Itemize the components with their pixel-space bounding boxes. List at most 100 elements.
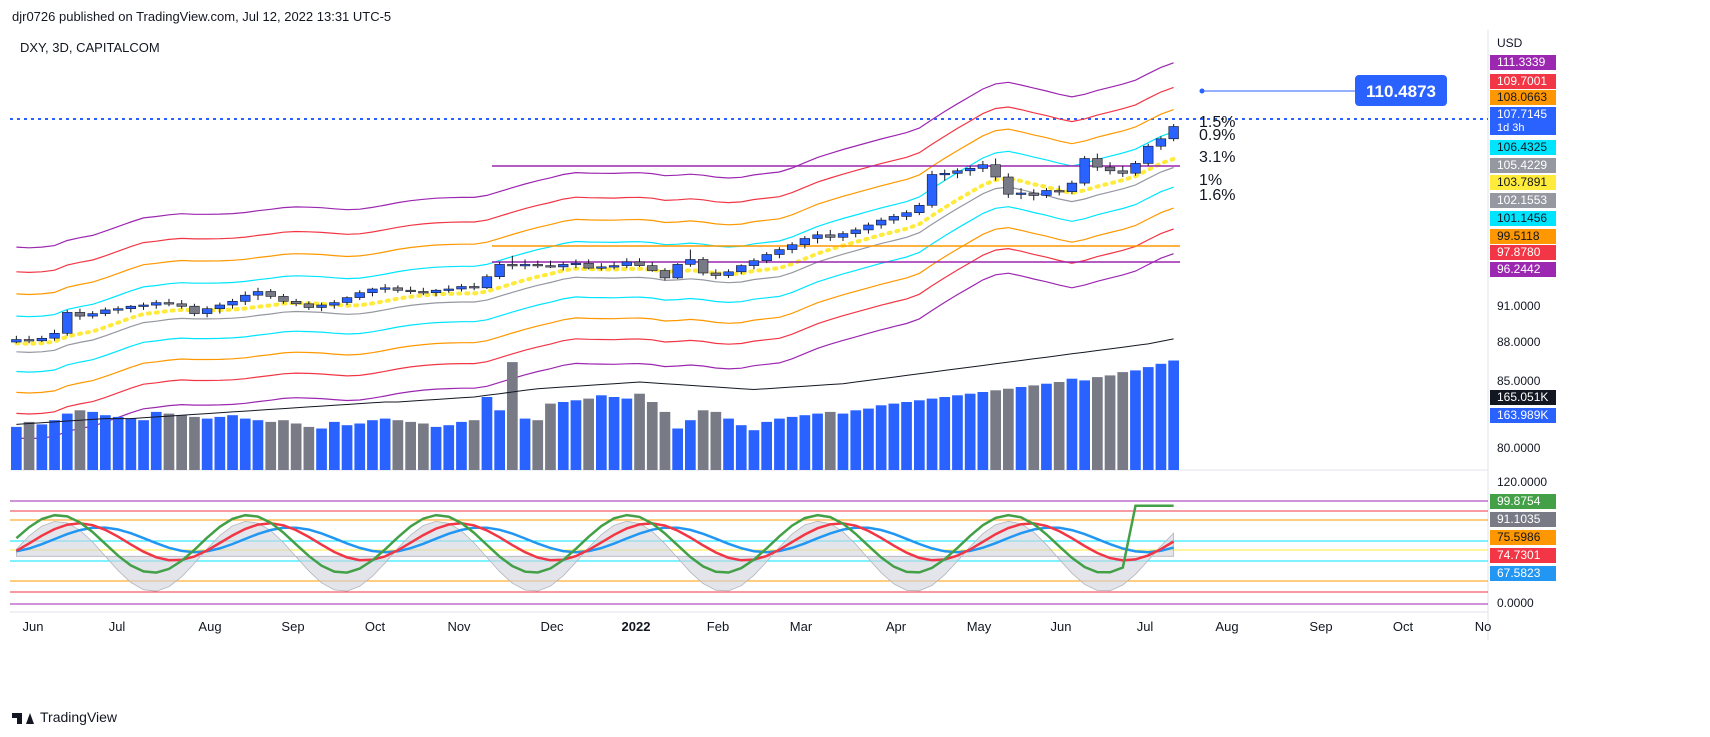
candle-body — [278, 296, 289, 302]
price-label: 96.2442 — [1497, 262, 1541, 276]
volume-label-box — [1490, 390, 1556, 405]
volume-bar — [863, 408, 874, 470]
candle-body — [456, 286, 467, 290]
candles — [11, 124, 1179, 344]
osc-tick-label: 120.0000 — [1497, 475, 1547, 489]
x-tick-label: Mar — [790, 619, 813, 634]
footer[interactable]: TradingView — [12, 709, 117, 725]
volume-bar — [23, 421, 35, 470]
candle-body — [977, 164, 988, 169]
x-axis: Jun Jul Aug Sep Oct Nov Dec 2022 Feb Mar Apr May Jun… — [23, 619, 1492, 634]
volume-bar — [189, 416, 200, 470]
candle-body — [62, 312, 73, 334]
volume-bar — [786, 416, 798, 470]
candle-body — [36, 337, 47, 342]
candle-body — [1168, 126, 1179, 140]
volume-ma-label: 165.051K — [1497, 390, 1548, 404]
price-label-box — [1490, 74, 1556, 89]
candle-body — [1054, 190, 1065, 193]
candle-body — [151, 302, 162, 306]
band-line-7 — [16, 228, 1174, 415]
x-tick-label: Oct — [365, 619, 386, 634]
x-tick-label: Dec — [540, 619, 564, 634]
callout-dot — [1199, 88, 1205, 94]
candle-body — [1079, 158, 1090, 184]
candle-body — [202, 308, 213, 314]
tradingview-logo-icon — [12, 710, 34, 724]
volume-bar — [888, 403, 900, 470]
band-lines — [14, 62, 1180, 440]
chart-canvas[interactable]: 1.5%0.9% 3.1% 1%1.6% 110.4873 Jun Jul Aug Sep O… — [0, 0, 1710, 700]
price-label-box — [1490, 262, 1556, 277]
price-label-box — [1490, 211, 1556, 226]
volume-bar — [252, 420, 264, 470]
volume-bar — [659, 411, 671, 470]
oscillator-blue-line — [16, 526, 1174, 554]
volume-bar — [583, 398, 594, 470]
volume-bar — [239, 418, 251, 470]
x-tick-label: Jul — [1137, 619, 1154, 634]
price-label: 108.0663 — [1497, 90, 1547, 104]
osc-value-label: 74.7301 — [1497, 548, 1541, 562]
y-tick-label: 88.0000 — [1497, 335, 1541, 349]
volume-bar — [1003, 388, 1014, 470]
price-label: 97.8780 — [1497, 245, 1541, 259]
volume-bar — [646, 402, 658, 470]
volume-bar — [685, 420, 696, 470]
price-label-box — [1490, 193, 1556, 208]
candle-body — [1003, 176, 1014, 195]
volume-bars — [11, 338, 1179, 470]
volume-bar — [163, 413, 175, 470]
volume-bar — [824, 411, 836, 470]
candle-body — [837, 233, 849, 238]
candle-body — [379, 287, 391, 290]
percent-label: 0.9% — [1199, 127, 1235, 144]
price-label-box — [1490, 175, 1556, 190]
candle-body — [11, 339, 22, 343]
volume-bar — [837, 413, 849, 470]
candle-body — [1028, 192, 1039, 196]
candle-body — [1104, 166, 1116, 172]
candle-body — [189, 305, 200, 314]
volume-bar — [201, 418, 213, 470]
candle-body — [1092, 158, 1103, 168]
volume-bar — [952, 395, 963, 470]
candle-body — [430, 289, 442, 294]
candle-body — [240, 294, 251, 302]
candle-body — [914, 205, 925, 214]
price-label-box — [1490, 158, 1556, 173]
volume-bar — [735, 425, 747, 470]
candle-body — [774, 249, 785, 255]
volume-bar — [1066, 378, 1078, 470]
volume-bar — [214, 416, 226, 470]
volume-bar — [1041, 383, 1052, 470]
volume-bar — [1079, 380, 1090, 470]
volume-bar — [49, 420, 60, 470]
volume-moving-average — [16, 338, 1174, 425]
candle-body — [418, 291, 429, 294]
y-axis: USD 91.0000 88.0000 85.0000 80.0000 111.3339 1… — [1490, 36, 1556, 610]
osc-label-box — [1490, 512, 1556, 527]
candle-body — [469, 286, 480, 289]
volume-bar — [697, 410, 709, 470]
band-line-6 — [16, 207, 1174, 394]
volume-bar — [672, 428, 683, 470]
percent-label: 1.6% — [1199, 187, 1235, 204]
price-label-box — [1490, 245, 1556, 260]
x-tick-label: 2022 — [622, 619, 651, 634]
candle-body — [316, 304, 327, 308]
price-label: 99.5118 — [1497, 229, 1540, 243]
price-label-box — [1490, 140, 1556, 155]
percent-label: 1% — [1199, 172, 1222, 189]
volume-bar — [990, 390, 1001, 470]
candle-body — [939, 173, 950, 176]
osc-value-label: 67.5823 — [1497, 566, 1541, 580]
candle-body — [583, 262, 594, 269]
volume-bar — [570, 400, 582, 470]
candle-body — [354, 292, 365, 298]
x-tick-label: Jul — [109, 619, 126, 634]
x-tick-label: Apr — [886, 619, 907, 634]
volume-bar — [112, 416, 124, 470]
volume-bar — [621, 398, 633, 470]
price-label: 107.7145 — [1497, 107, 1547, 121]
